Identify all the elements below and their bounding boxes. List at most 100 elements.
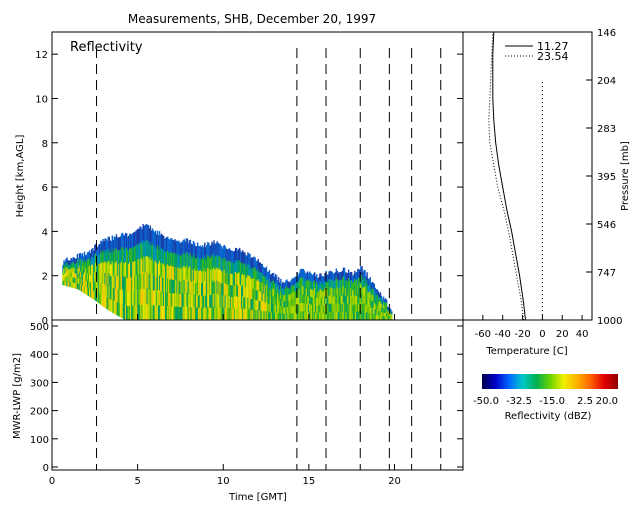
echo-column [308,271,311,281]
echo-column [323,284,325,292]
echo-column [184,293,186,308]
echo-column [75,278,78,284]
echo-column [228,284,231,297]
echo-column [213,253,215,268]
echo-column [234,283,237,297]
echo-column [352,297,354,306]
echo-column [101,262,103,274]
echo-column [179,242,181,257]
echo-column [147,288,149,305]
echo-column [215,256,217,270]
echo-column [259,281,261,292]
echo-column [156,305,159,320]
echo-column [310,297,313,306]
echo-column [378,298,381,303]
colorbar-tick-label: 20.0 [596,396,618,407]
echo-column [158,290,161,306]
echo-column [370,282,372,290]
echo-column [381,299,384,304]
echo-column [362,303,364,313]
temperature-tick-label: -40 [495,329,511,340]
echo-column [245,309,247,320]
echo-column [323,312,325,320]
echo-column [139,242,141,259]
echo-column [173,293,175,308]
echo-column [171,265,173,280]
echo-column [138,259,140,275]
echo-column [80,284,83,292]
echo-column [128,263,130,279]
echo-column [382,308,385,313]
x-tick-label: 5 [134,476,140,487]
echo-column [386,311,389,314]
echo-column [230,285,233,298]
echo-column [368,278,370,287]
echo-column [191,244,194,258]
echo-column [374,298,377,305]
echo-column [99,263,101,275]
echo-column [138,289,140,306]
echo-column [136,229,138,246]
echo-column [214,269,216,283]
echo-column [136,289,138,306]
echo-column [211,241,213,256]
echo-column [240,262,242,275]
echo-column [270,274,273,283]
echo-column [196,268,199,282]
echo-column [137,243,139,260]
echo-column [326,304,328,313]
echo-column [376,309,379,316]
echo-column [373,313,376,320]
echo-column [385,313,388,318]
echo-column [66,281,68,287]
echo-column [221,284,223,297]
echo-column [183,266,185,281]
echo-column [127,292,129,307]
echo-column [212,307,214,320]
echo-column [65,276,67,282]
echo-column [203,271,205,285]
echo-column [87,266,90,275]
echo-column [317,292,319,300]
echo-column [164,265,166,280]
echo-column [239,307,241,320]
echo-column [101,294,103,306]
lwp-frame [51,319,464,471]
echo-column [225,260,228,273]
echo-column [232,308,235,320]
echo-column [67,264,69,270]
echo-column [267,295,270,305]
echo-column [321,305,323,314]
echo-column [354,270,356,280]
echo-column [303,270,306,280]
echo-column [308,303,311,313]
echo-column [177,293,179,308]
echo-column [231,296,234,309]
echo-column [359,311,361,320]
echo-column [99,253,101,265]
echo-column [211,293,213,308]
echo-column [105,238,107,251]
echo-column [85,254,88,262]
echo-column [231,308,234,320]
echo-column [277,280,279,288]
echo-column [347,269,350,279]
echo-column [74,263,77,270]
echo-column [156,275,159,291]
echo-column [97,265,99,275]
echo-column [292,313,294,320]
echo-column [344,296,347,305]
echo-column [95,290,97,301]
echo-column [241,263,243,276]
echo-column [196,281,199,295]
pressure-tick-label: 395 [597,172,616,183]
echo-column [230,262,233,275]
echo-column [141,244,143,261]
echo-column [162,278,165,293]
echo-column [101,273,103,285]
echo-column [363,294,365,304]
echo-column [278,284,280,293]
echo-column [109,263,111,277]
echo-column [225,308,228,320]
echo-column [368,292,370,300]
